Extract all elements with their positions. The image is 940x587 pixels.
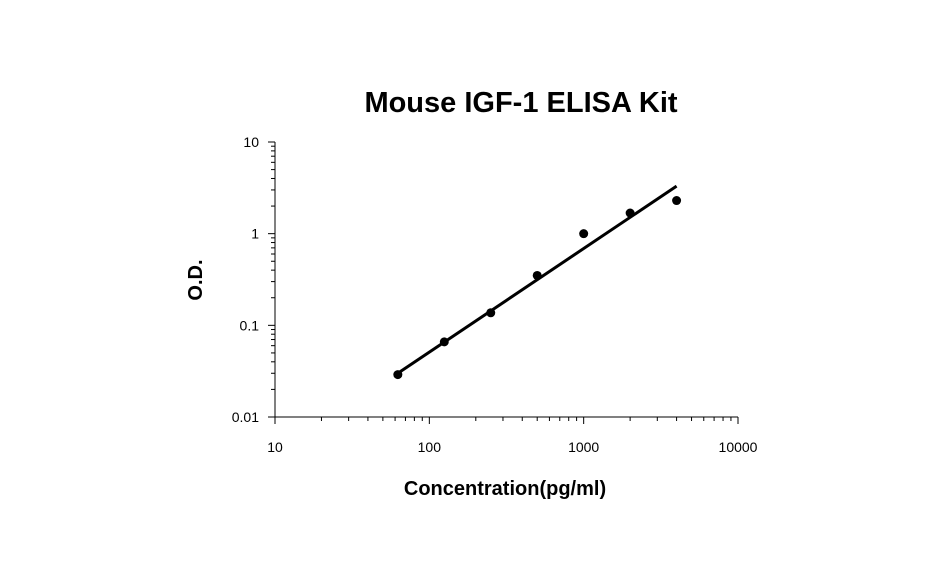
- y-tick-label: 0.1: [240, 317, 260, 333]
- data-point: [579, 229, 589, 239]
- x-tick-label: 10000: [719, 439, 758, 455]
- chart-title: Mouse IGF-1 ELISA Kit: [364, 87, 677, 119]
- x-tick-label: 10: [267, 439, 283, 455]
- y-tick-label: 1: [251, 226, 259, 242]
- x-tick-label: 100: [418, 439, 442, 455]
- y-tick-label: 0.01: [232, 409, 259, 425]
- y-tick-labels: 0.01 0.1 1 10: [232, 134, 259, 425]
- data-point: [486, 308, 496, 318]
- x-tick-label: 1000: [568, 439, 599, 455]
- data-points: [393, 196, 682, 380]
- data-point: [439, 337, 449, 347]
- x-axis-label: Concentration(pg/ml): [404, 478, 606, 500]
- axes: [268, 141, 739, 424]
- data-point: [625, 208, 635, 218]
- data-point: [532, 270, 542, 280]
- x-tick-labels: 10 100 1000 10000: [267, 439, 757, 455]
- y-tick-label: 10: [243, 134, 259, 150]
- data-point: [672, 196, 682, 206]
- data-point: [393, 370, 403, 380]
- y-axis-label: O.D.: [185, 259, 207, 300]
